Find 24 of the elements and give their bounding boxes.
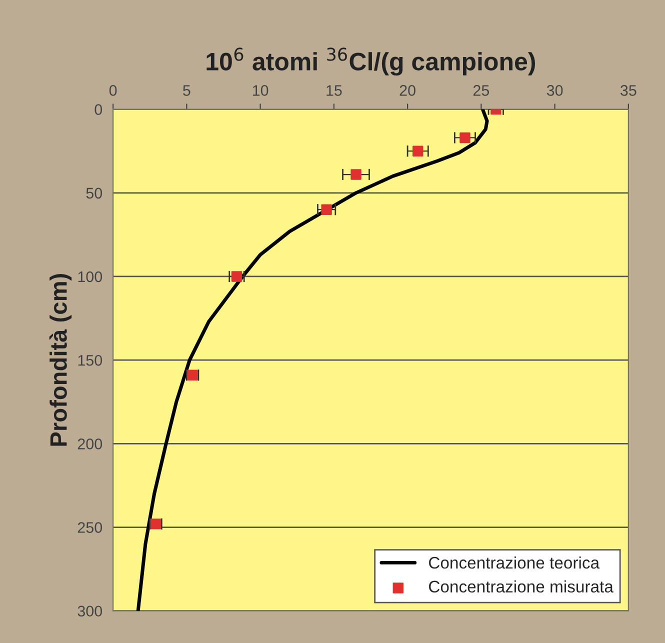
x-tick-label: 20 (400, 85, 416, 96)
y-tick-label: 50 (86, 188, 102, 199)
point (231, 271, 242, 282)
x-tick-label: 35 (620, 85, 636, 96)
y-tick-label: 150 (78, 354, 102, 366)
y-tick-label: 100 (78, 271, 102, 282)
point (460, 132, 470, 144)
x-tick-label: 25 (473, 85, 490, 96)
chart-title: 10$^{6}$ atomi $^{36}$Cl/(g campione) (206, 48, 536, 76)
point (321, 204, 332, 215)
y-tick-label: 0 (94, 104, 102, 115)
y-tick-label: 200 (78, 438, 102, 450)
point (412, 146, 424, 156)
y-axis-title: Profondità (cm) (49, 274, 72, 446)
y-tick-label: 300 (78, 606, 102, 617)
x-tick-label: 15 (326, 85, 342, 96)
y-tick-label: 250 (78, 522, 102, 533)
x-tick-label: 0 (109, 85, 117, 96)
legend-label: Concentrazione teorica (429, 556, 600, 569)
x-tick-label: 30 (546, 85, 563, 96)
x-tick-label: 10 (252, 85, 268, 96)
x-tick-label: 5 (183, 85, 190, 96)
legend-label: Concentrazione misurata (429, 580, 614, 593)
point (350, 169, 362, 180)
